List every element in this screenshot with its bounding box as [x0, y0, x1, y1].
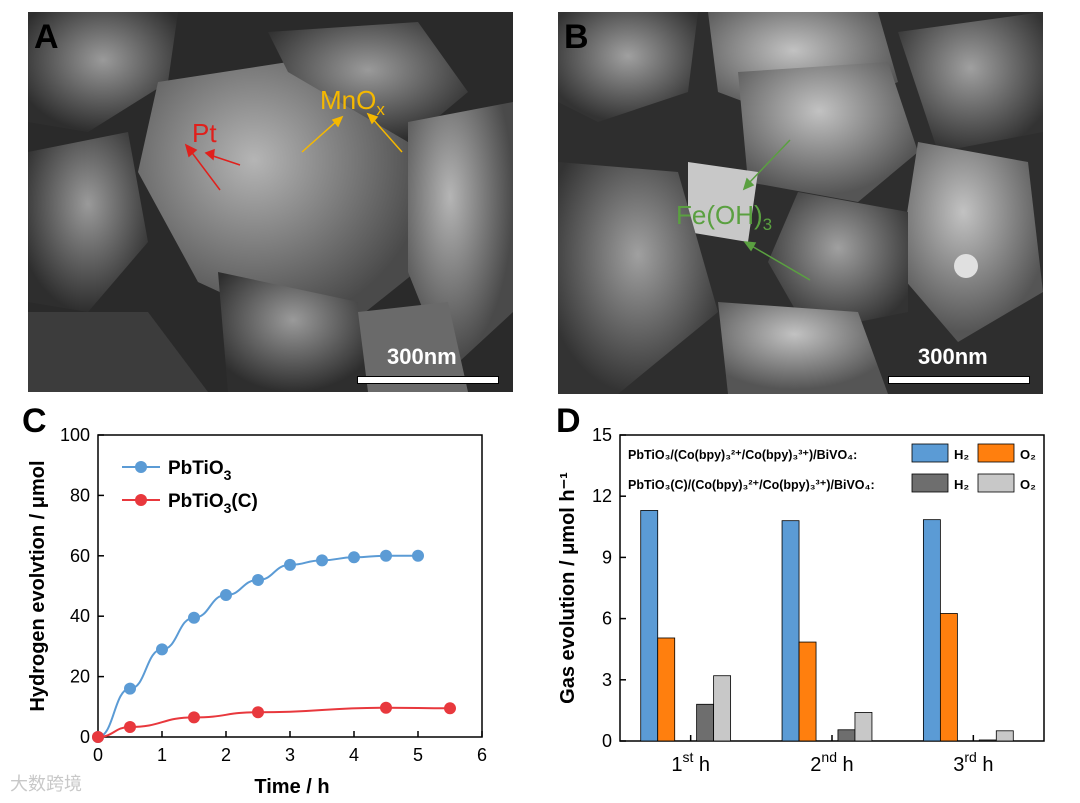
x-tick-label: 3 [285, 745, 295, 765]
mnox-label-sub: x [376, 100, 385, 120]
bar-3 [978, 739, 997, 742]
x-tick-label: 0 [93, 745, 103, 765]
bar-2 [657, 637, 676, 742]
y-tick-label: 3 [602, 670, 612, 690]
legend-swatch-o2 [977, 443, 1015, 463]
data-point [348, 551, 360, 564]
panel-letter-a: A [34, 18, 59, 56]
chart-c-xlabel: Time / h [254, 776, 329, 798]
data-point [412, 549, 424, 562]
data-point [156, 643, 168, 656]
data-point [252, 706, 264, 719]
y-tick-label: 100 [60, 425, 90, 445]
legend-swatch-h2 [911, 473, 949, 493]
scale-bar-b [888, 376, 1030, 384]
data-point [380, 701, 392, 714]
watermark-text: 大数跨境 [10, 774, 82, 795]
x-tick-label: 1 [157, 745, 167, 765]
data-point [220, 589, 232, 602]
bar-2 [798, 641, 817, 742]
panel-letter-d: D [556, 402, 581, 440]
y-tick-label: 0 [602, 731, 612, 751]
panel-letter-c: C [22, 402, 47, 440]
sem-image-b-art [558, 12, 1043, 394]
y-tick-label: 9 [602, 547, 612, 567]
bar-4 [995, 730, 1014, 742]
panel-a-arrows [184, 112, 403, 191]
chart-d-ylabel: Gas evolution / μmol h⁻¹ [557, 472, 579, 704]
x-tick-label: 2nd h [810, 749, 853, 776]
legend-marker [135, 494, 147, 506]
bar-1 [640, 510, 659, 742]
y-tick-label: 0 [80, 727, 90, 747]
chart-d-ticks: 0 3 6 9 12 15 1st h 2nd h 3rd h [592, 425, 993, 776]
bar-4 [854, 712, 873, 742]
x-tick-label: 2 [221, 745, 231, 765]
sem-image-a-art [28, 12, 513, 392]
mnox-label: MnOx [320, 85, 385, 120]
legend-o2-label: O₂ [1020, 447, 1036, 462]
legend-h2-label: H₂ [954, 447, 969, 462]
y-tick-label: 15 [592, 425, 612, 445]
y-tick-label: 12 [592, 486, 612, 506]
y-tick-label: 40 [70, 606, 90, 626]
data-point [124, 721, 136, 734]
x-tick-label: 4 [349, 745, 359, 765]
data-point [188, 711, 200, 724]
data-point [444, 702, 456, 715]
x-tick-label: 3rd h [953, 749, 993, 776]
legend-h2-label: H₂ [954, 477, 969, 492]
chart-c-lines [92, 549, 456, 743]
feoh-label-sub: 3 [762, 215, 773, 235]
series-line-2 [97, 706, 451, 738]
chart-d: 0 3 6 9 12 15 1st h 2nd h 3rd h PbTiO₃/(Co(bpy)₃… [557, 425, 1045, 776]
chart-d-legend: PbTiO₃/(Co(bpy)₃²⁺/Co(bpy)₃³⁺)/BiVO₄: H₂ O… [628, 443, 1036, 493]
legend-label-1: PbTiO3 [168, 458, 232, 483]
scale-bar-a [357, 376, 499, 384]
data-point [252, 573, 264, 586]
legend-row-label-2: PbTiO₃(C)/(Co(bpy)₃²⁺/Co(bpy)₃³⁺)/BiVO₄: [628, 478, 875, 492]
feoh-label: Fe(OH)3 [676, 200, 772, 235]
data-point [380, 549, 392, 562]
sem-image-b [558, 12, 1043, 394]
x-tick-label: 1st h [671, 749, 710, 776]
pt-label: Pt [192, 118, 217, 148]
legend-swatch-o2 [977, 473, 1015, 493]
bar-4 [713, 675, 732, 742]
bar-3 [837, 729, 856, 742]
data-point [92, 731, 104, 743]
chart-c-axes [97, 434, 483, 738]
legend-o2-label: O₂ [1020, 477, 1036, 492]
data-point [316, 554, 328, 567]
y-tick-label: 60 [70, 546, 90, 566]
x-tick-label: 5 [413, 745, 423, 765]
legend-row-label-1: PbTiO₃/(Co(bpy)₃²⁺/Co(bpy)₃³⁺)/BiVO₄: [628, 448, 857, 462]
legend-marker [135, 461, 147, 473]
scale-bar-b-label: 300nm [918, 344, 988, 369]
chart-d-bars [640, 510, 1014, 742]
data-point [188, 611, 200, 624]
y-tick-label: 20 [70, 667, 90, 687]
sem-image-a [28, 12, 513, 392]
data-point [124, 682, 136, 695]
y-tick-label: 6 [602, 609, 612, 629]
chart-c-legend: PbTiO3 PbTiO3(C) [122, 458, 258, 516]
mnox-label-main: MnO [320, 85, 377, 115]
feoh-label-main: Fe(OH) [676, 200, 763, 230]
panel-b-arrows [742, 139, 811, 281]
panel-letter-b: B [564, 18, 589, 56]
legend-label-2: PbTiO3(C) [168, 491, 258, 516]
bar-1 [781, 520, 800, 742]
chart-c-ylabel: Hydrogen evolvtion / μmol [27, 460, 49, 711]
y-tick-label: 80 [70, 485, 90, 505]
data-point [284, 558, 296, 571]
scale-bar-a-label: 300nm [387, 344, 457, 369]
x-tick-label: 6 [477, 745, 487, 765]
bar-2 [939, 613, 958, 742]
bar-1 [922, 519, 941, 742]
legend-swatch-h2 [911, 443, 949, 463]
bar-3 [696, 703, 715, 742]
